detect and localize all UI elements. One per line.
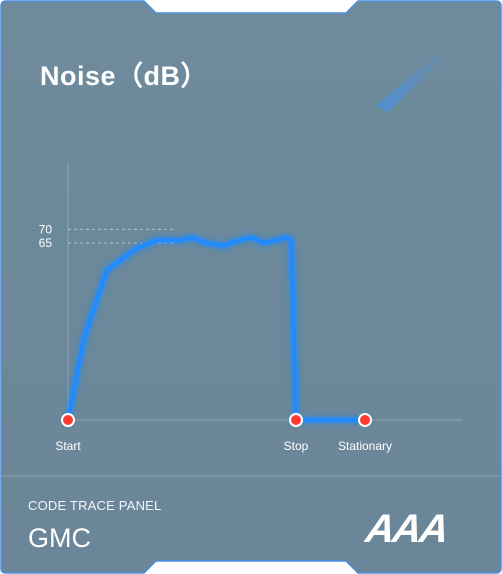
- x-tick-label-stop: Stop: [284, 439, 309, 453]
- marker-stationary: [358, 413, 372, 427]
- panel-title: Noise（dB）: [40, 61, 209, 91]
- y-tick-label: 65: [39, 236, 53, 250]
- footer-value: GMC: [28, 523, 91, 553]
- footer-label: CODE TRACE PANEL: [28, 498, 162, 513]
- marker-start: [61, 413, 75, 427]
- x-tick-label-stationary: Stationary: [338, 439, 392, 453]
- marker-stop: [289, 413, 303, 427]
- brand-logo: AAA: [362, 507, 450, 551]
- noise-series-line: [66, 235, 367, 422]
- x-tick-label-start: Start: [55, 439, 81, 453]
- y-tick-label: 70: [39, 222, 53, 236]
- title-accent-slash: [376, 54, 448, 112]
